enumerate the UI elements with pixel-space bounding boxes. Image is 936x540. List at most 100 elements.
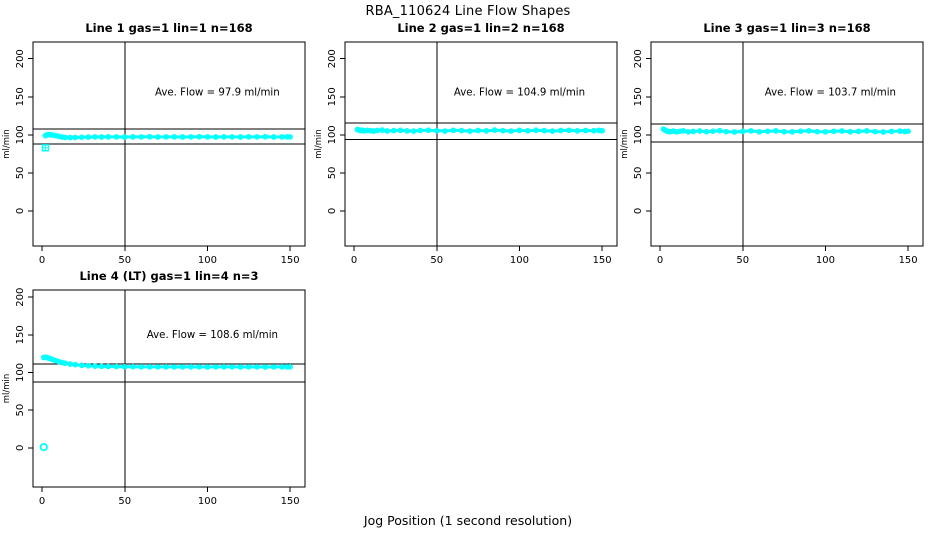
y-tick-label: 100: [327, 125, 338, 144]
data-point-marker: [667, 128, 673, 135]
y-tick-label: 100: [15, 125, 26, 144]
data-point-marker: [557, 127, 564, 134]
x-tick-label: 150: [899, 255, 918, 266]
data-point-marker: [677, 128, 683, 135]
data-point-marker: [516, 127, 523, 134]
data-point-marker: [49, 356, 55, 363]
data-point-marker: [146, 363, 153, 370]
data-point-marker: [92, 134, 98, 140]
data-point-marker: [404, 127, 410, 134]
data-point-marker: [78, 362, 85, 369]
data-point-marker: [52, 132, 59, 139]
data-point-marker: [49, 132, 55, 138]
data-point-marker: [872, 128, 878, 135]
data-point-marker: [179, 364, 186, 370]
x-tick-label: 100: [816, 255, 835, 266]
data-point-marker: [696, 128, 703, 134]
data-point-marker: [92, 363, 98, 369]
data-point-marker: [283, 133, 290, 140]
data-point-marker: [582, 127, 589, 134]
data-point-marker: [204, 364, 211, 370]
x-tick-label: 100: [510, 255, 529, 266]
data-point-marker: [450, 127, 457, 134]
data-point-marker: [270, 134, 277, 140]
data-point-marker: [797, 128, 804, 135]
data-point-marker: [390, 127, 397, 134]
plot-box: [650, 41, 924, 247]
data-point-marker: [55, 358, 62, 365]
y-tick-label: 200: [15, 49, 26, 68]
y-tick-label: 150: [15, 325, 26, 344]
data-point-marker: [287, 363, 293, 370]
flow-panel-svg: 0 50 100 150 0 50 100 150 200 ml/min Line 3 gas=1 …: [620, 21, 924, 266]
data-point-marker: [433, 127, 440, 134]
y-axis-title: ml/min: [2, 374, 12, 404]
data-point-marker: [121, 363, 128, 370]
data-point-marker: [262, 133, 269, 140]
flow-panel-svg: 0 50 100 150 0 50 100 150 200 ml/min Line 1 gas=1 …: [2, 21, 306, 266]
data-point-marker: [830, 128, 837, 135]
y-tick-label: 0: [15, 208, 26, 214]
plot-box: [32, 41, 306, 247]
data-point-marker: [254, 134, 260, 140]
data-point-marker: [361, 127, 367, 134]
y-tick-label: 0: [327, 208, 338, 214]
data-point-marker: [221, 133, 227, 140]
data-point-marker: [855, 128, 862, 135]
data-point-marker: [163, 363, 169, 370]
panel-line-3: 0 50 100 150 0 50 100 150 200 ml/min Line 3 gas=1 …: [618, 18, 936, 266]
data-point-marker: [789, 129, 796, 135]
y-axis-title: ml/min: [314, 129, 324, 159]
panel-line-2: 0 50 100 150 0 50 100 150 200 ml/min Line 2 gas=1 …: [312, 18, 630, 266]
y-axis-title: ml/min: [2, 129, 12, 159]
data-point-marker: [739, 128, 746, 135]
data-point-marker: [179, 134, 186, 140]
y-tick-label: 200: [15, 288, 26, 307]
data-point-marker: [417, 127, 424, 134]
data-point-marker: [716, 127, 723, 134]
data-point-marker: [138, 134, 145, 140]
data-point-marker: [723, 128, 730, 135]
data-point-marker: [863, 128, 870, 134]
y-tick-label: 200: [633, 49, 644, 68]
data-point-marker: [880, 129, 887, 135]
data-point-marker: [748, 128, 754, 134]
data-point-marker: [237, 364, 244, 370]
data-point-marker: [549, 128, 556, 134]
panel-title: Line 4 (LT) gas=1 lin=4 n=3: [79, 269, 258, 283]
data-point-marker: [756, 128, 763, 135]
data-point-marker: [710, 128, 716, 135]
data-point-marker: [574, 128, 581, 134]
y-tick-label: 50: [15, 404, 26, 417]
data-point-marker: [212, 364, 219, 370]
data-point-marker: [781, 128, 787, 135]
data-point-marker: [62, 360, 69, 367]
data-point-marker: [905, 128, 911, 135]
data-point-marker: [806, 127, 812, 134]
y-tick-label: 200: [327, 49, 338, 68]
data-point-marker: [888, 128, 895, 135]
data-point-marker: [121, 134, 128, 140]
data-point-marker: [364, 127, 371, 134]
y-tick-label: 150: [327, 87, 338, 106]
x-tick-label: 50: [118, 496, 131, 507]
data-point-marker: [384, 128, 391, 134]
x-tick-label: 50: [118, 255, 131, 266]
data-point-marker: [822, 128, 829, 135]
x-axis-label: Jog Position (1 second resolution): [363, 513, 573, 528]
data-point-marker: [287, 134, 293, 140]
data-point-marker: [283, 364, 290, 370]
x-tick-label: 150: [281, 496, 300, 507]
data-point-marker: [113, 363, 120, 370]
y-tick-label: 50: [633, 167, 644, 180]
data-point-marker: [772, 127, 779, 134]
data-point-marker: [229, 364, 236, 370]
data-point-marker: [483, 128, 490, 134]
data-point-marker: [367, 127, 374, 134]
x-tick-label: 50: [736, 255, 749, 266]
data-point-marker: [196, 364, 203, 370]
average-flow-annotation: Ave. Flow = 97.9 ml/min: [155, 87, 280, 98]
x-tick-label: 50: [430, 255, 443, 266]
y-tick-label: 150: [15, 87, 26, 106]
data-point-marker: [410, 128, 417, 134]
